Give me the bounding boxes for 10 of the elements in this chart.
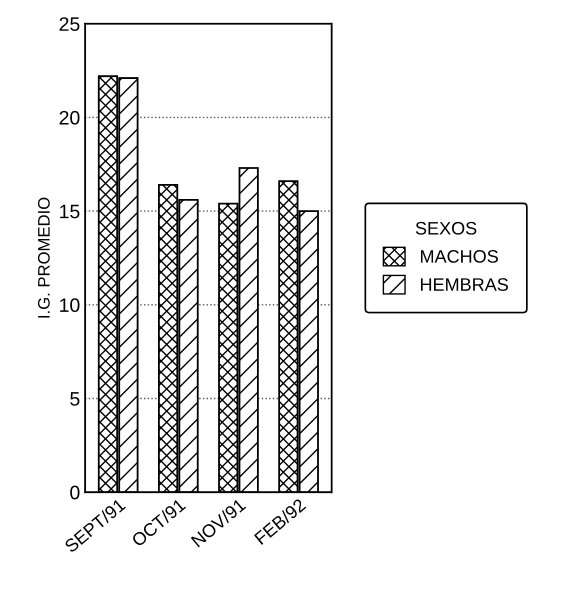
y-tick-label: 15 bbox=[60, 204, 80, 218]
legend-label: HEMBRAS bbox=[420, 278, 508, 291]
y-tick-label: 5 bbox=[70, 392, 80, 406]
y-tick-label: 0 bbox=[70, 486, 80, 500]
legend-title: SEXOS bbox=[416, 222, 476, 235]
y-axis-title: I.G. PROMEDIO bbox=[38, 198, 50, 318]
y-tick-label: 20 bbox=[60, 110, 80, 125]
y-tick-label: 25 bbox=[60, 17, 80, 31]
legend-label: MACHOS bbox=[420, 250, 498, 263]
y-tick-label: 10 bbox=[60, 298, 80, 312]
